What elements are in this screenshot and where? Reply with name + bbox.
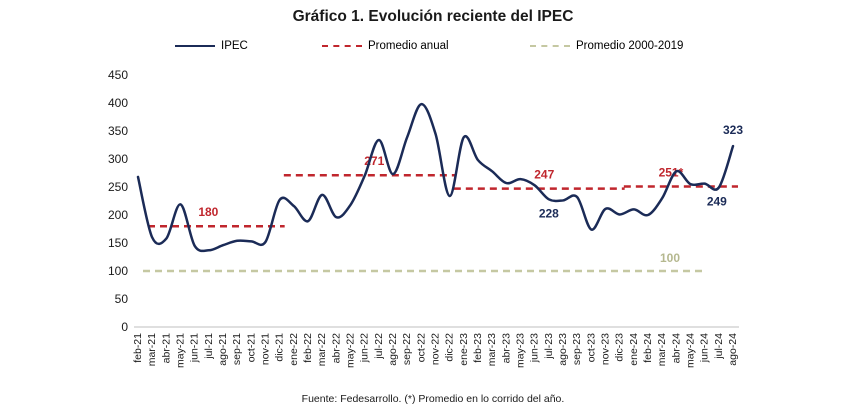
- legend-label-ipec: IPEC: [221, 40, 248, 52]
- x-tick-label: sep-22: [401, 333, 413, 365]
- x-tick-label: abr-24: [670, 333, 682, 364]
- y-tick-label: 100: [108, 264, 128, 278]
- x-tick-label: ago-23: [557, 333, 569, 366]
- x-tick-label: mar-23: [486, 333, 498, 366]
- annual-average-label: 251*: [659, 165, 684, 179]
- x-tick-label: feb-23: [472, 333, 484, 363]
- annual-average-label: 247: [534, 168, 554, 182]
- x-tick-label: feb-22: [302, 333, 314, 363]
- x-tick-label: jul-22: [373, 333, 385, 360]
- y-tick-label: 50: [115, 292, 129, 306]
- x-tick-label: may-23: [515, 333, 527, 368]
- x-tick-label: feb-21: [132, 333, 144, 363]
- legend: IPEC Promedio anual Promedio 2000-2019: [0, 40, 866, 56]
- x-tick-label: jul-24: [713, 333, 725, 360]
- x-tick-label: abr-21: [160, 333, 172, 364]
- legend-item-ipec: IPEC: [175, 40, 248, 52]
- ipec-data-label: 249: [707, 195, 727, 209]
- source-note: Fuente: Fedesarrollo. (*) Promedio en lo…: [301, 393, 565, 405]
- x-tick-label: may-21: [175, 333, 187, 368]
- x-tick-label: ago-22: [387, 333, 399, 366]
- y-tick-label: 250: [108, 180, 128, 194]
- legend-label-historical: Promedio 2000-2019: [576, 40, 684, 52]
- y-tick-label: 200: [108, 208, 128, 222]
- x-tick-label: ene-22: [288, 333, 300, 366]
- y-tick-label: 150: [108, 236, 128, 250]
- x-tick-label: jun-23: [529, 333, 541, 363]
- x-tick-label: ene-23: [458, 333, 470, 366]
- x-tick-label: mar-24: [656, 333, 668, 366]
- x-tick-label: oct-22: [415, 333, 427, 362]
- x-tick-label: oct-23: [585, 333, 597, 362]
- legend-swatch-annual: [322, 45, 362, 47]
- x-tick-label: may-24: [685, 333, 697, 368]
- legend-label-annual: Promedio anual: [368, 40, 449, 52]
- legend-item-historical: Promedio 2000-2019: [530, 40, 683, 52]
- x-tick-label: sep-23: [571, 333, 583, 365]
- x-tick-label: may-22: [345, 333, 357, 368]
- x-tick-label: dic-23: [614, 333, 626, 362]
- ipec-data-label: 323: [723, 123, 743, 137]
- x-tick-label: abr-23: [500, 333, 512, 364]
- legend-swatch-historical: [530, 45, 570, 47]
- x-tick-label: sep-21: [231, 333, 243, 365]
- y-tick-label: 400: [108, 96, 128, 110]
- x-tick-label: oct-21: [245, 333, 257, 362]
- x-tick-label: ene-24: [628, 333, 640, 366]
- x-tick-label: mar-22: [316, 333, 328, 366]
- x-tick-label: jun-22: [359, 333, 371, 363]
- ipec-data-label: 228: [539, 206, 559, 220]
- annual-average-label: 180: [198, 205, 218, 219]
- x-tick-label: mar-21: [146, 333, 158, 366]
- x-tick-label: feb-24: [642, 333, 654, 363]
- x-tick-label: nov-21: [260, 333, 272, 365]
- x-tick-label: nov-23: [600, 333, 612, 365]
- legend-item-annual: Promedio anual: [322, 40, 449, 52]
- x-tick-label: ago-24: [727, 333, 739, 366]
- y-tick-label: 0: [121, 320, 128, 334]
- x-tick-label: jul-23: [543, 333, 555, 360]
- x-tick-label: dic-21: [274, 333, 286, 362]
- ipec-series-line: [136, 102, 735, 253]
- x-tick-label: dic-22: [444, 333, 456, 362]
- y-tick-label: 350: [108, 124, 128, 138]
- chart-title: Gráfico 1. Evolución reciente del IPEC: [292, 8, 574, 25]
- x-tick-label: abr-22: [330, 333, 342, 364]
- x-tick-label: nov-22: [430, 333, 442, 365]
- x-tick-label: jun-21: [189, 333, 201, 363]
- x-tick-label: ago-21: [217, 333, 229, 366]
- y-tick-label: 450: [108, 68, 128, 82]
- historical-average-label: 100: [660, 251, 680, 265]
- x-tick-label: jun-24: [699, 333, 711, 363]
- y-tick-label: 300: [108, 152, 128, 166]
- x-tick-label: jul-21: [203, 333, 215, 360]
- legend-swatch-ipec: [175, 45, 215, 47]
